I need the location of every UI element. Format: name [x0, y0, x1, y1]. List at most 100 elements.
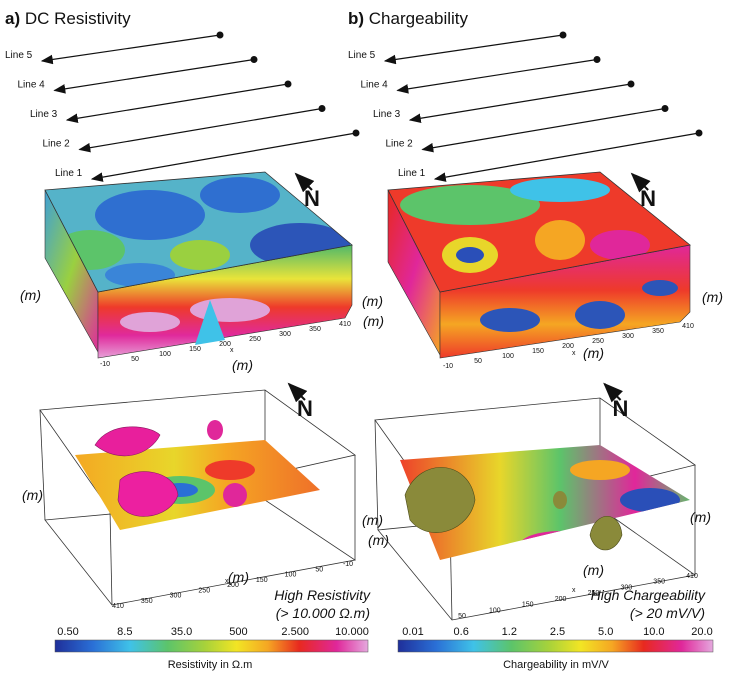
x-tick-label: 250 [588, 590, 600, 597]
survey-line [421, 107, 666, 153]
panel-name: Chargeability [369, 9, 469, 28]
x-tick-label: -10 [100, 361, 110, 368]
north-arrow [603, 382, 623, 403]
annotation: High Resistivity [274, 587, 371, 603]
x-tick-label: 100 [489, 607, 501, 614]
colorbar-tick: 20.0 [691, 626, 712, 638]
unit-label: (m) [362, 293, 383, 309]
line-label: Line 5 [5, 50, 33, 61]
x-tick-label: 350 [653, 579, 665, 586]
x-tick-label: 200 [555, 596, 567, 603]
colorbar-tick: 5.0 [598, 626, 613, 638]
x-tick-label: 150 [189, 346, 201, 353]
colorbar-tick: 1.2 [502, 626, 517, 638]
x-axis-label: x [572, 350, 576, 357]
line-end [695, 129, 703, 137]
line-end [593, 56, 601, 63]
x-tick-label: 300 [170, 593, 182, 600]
x-tick-label: 50 [131, 356, 139, 363]
line-label: Line 5 [348, 50, 376, 61]
x-tick-label: 50 [474, 358, 482, 365]
colorbar [54, 639, 369, 653]
line-end [318, 105, 326, 112]
survey-line [90, 132, 357, 182]
panel-title: b) Chargeability [348, 9, 469, 28]
x-tick-label: 410 [112, 603, 124, 610]
line-label: Line 3 [373, 109, 401, 120]
unit-label: (m) [20, 287, 41, 303]
north-arrow [287, 382, 308, 403]
line-label: Line 1 [398, 168, 426, 179]
line-end [284, 80, 292, 88]
x-tick-label: 300 [620, 584, 632, 591]
colorbar-tick: 0.6 [454, 626, 469, 638]
survey-line [40, 34, 221, 65]
panel-label: b) [348, 9, 364, 28]
x-axis-label: x [225, 578, 229, 585]
line-label: Line 4 [361, 80, 389, 91]
colorbar-tick: 2.5 [550, 626, 565, 638]
colorbar-tick: 10.0 [643, 626, 664, 638]
colorbar-tick: 500 [229, 626, 247, 638]
x-tick-label: 410 [339, 321, 351, 328]
line-end [352, 129, 360, 137]
x-tick-label: 100 [502, 353, 514, 360]
survey-line [396, 58, 598, 94]
north-arrow [294, 172, 315, 193]
line-end [559, 31, 567, 39]
x-tick-label: 410 [682, 323, 694, 330]
x-tick-label: 100 [159, 351, 171, 358]
annotation: (> 20 mV/V) [630, 605, 705, 621]
colorbar-tick: 35.0 [171, 626, 192, 638]
x-axis-label: x [572, 587, 576, 594]
survey-line [53, 58, 255, 94]
panel-title: a) DC Resistivity [5, 9, 131, 28]
panel-name: DC Resistivity [25, 9, 131, 28]
survey-line [433, 132, 700, 182]
colorbar-label: Resistivity in Ω.m [168, 659, 253, 671]
x-tick-label: 200 [227, 582, 239, 589]
resistivity-isosurface-box [39, 389, 357, 606]
colorbar-tick: 10.000 [335, 626, 369, 638]
x-tick-label: 300 [279, 331, 291, 338]
x-tick-label: 250 [198, 587, 210, 594]
unit-label: (m) [702, 289, 723, 305]
annotation: (> 10.000 Ω.m) [276, 605, 370, 621]
x-tick-label: 150 [522, 602, 534, 609]
survey-line [383, 34, 564, 65]
x-tick-label: -10 [443, 363, 453, 370]
line-label: Line 2 [386, 139, 414, 150]
colorbar-label: Chargeability in mV/V [503, 659, 609, 671]
unit-label: (m) [363, 313, 384, 329]
unit-label: (m) [583, 345, 604, 361]
x-tick-label: -10 [343, 561, 353, 568]
annotation: High Chargeability [591, 587, 706, 603]
x-tick-label: 150 [256, 577, 268, 584]
survey-line [408, 83, 632, 124]
x-axis-label: x [230, 347, 234, 354]
line-label: Line 4 [18, 80, 46, 91]
survey-line [65, 83, 289, 124]
line-label: Line 1 [55, 168, 83, 179]
x-tick-label: 200 [562, 343, 574, 350]
x-tick-label: 200 [219, 341, 231, 348]
x-tick-label: 250 [249, 336, 261, 343]
unit-label: (m) [362, 512, 383, 528]
unit-label: (m) [22, 487, 43, 503]
north-arrow [630, 172, 651, 193]
north-label: N [613, 396, 629, 421]
unit-label: (m) [228, 569, 249, 585]
colorbar-tick: 2.500 [281, 626, 309, 638]
line-end [661, 105, 669, 112]
x-tick-label: 150 [532, 348, 544, 355]
colorbar [397, 639, 714, 653]
panel-label: a) [5, 9, 20, 28]
x-tick-label: 350 [309, 326, 321, 333]
x-tick-label: 350 [652, 328, 664, 335]
line-end [250, 56, 258, 63]
x-tick-label: 250 [592, 338, 604, 345]
north-label: N [640, 186, 656, 211]
colorbar-tick: 0.01 [402, 626, 423, 638]
unit-label: (m) [232, 357, 253, 373]
